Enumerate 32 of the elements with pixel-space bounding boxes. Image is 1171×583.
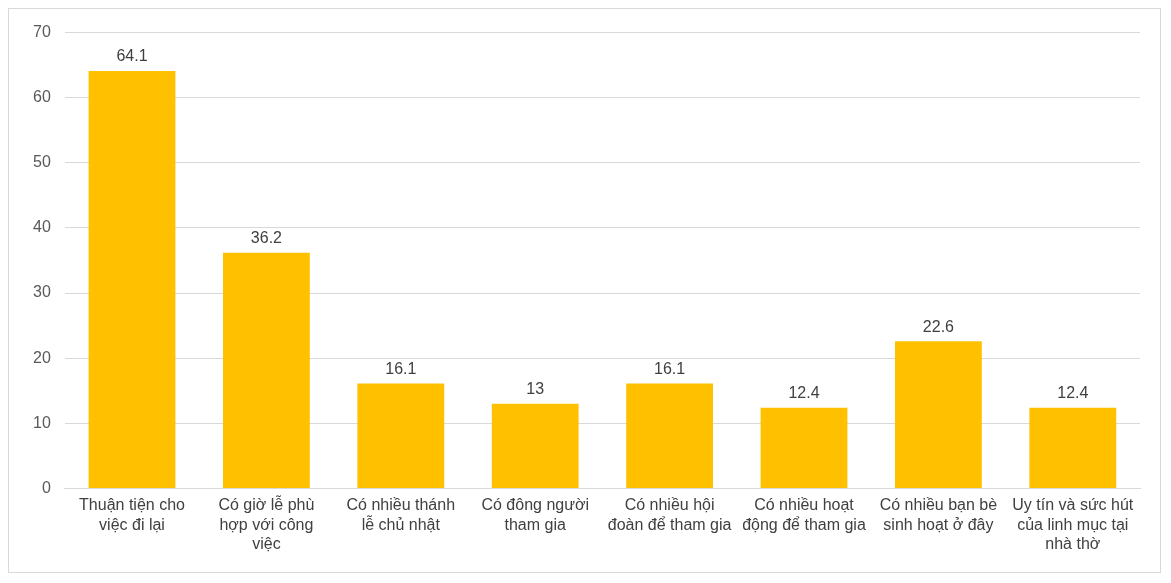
x-tick-label: Có nhiều hoạt động để tham gia: [742, 496, 866, 533]
data-label: 12.4: [788, 384, 820, 402]
y-tick-label: 30: [33, 283, 51, 301]
y-tick-label: 20: [33, 348, 51, 366]
y-tick-label: 10: [33, 413, 51, 431]
bar: [626, 383, 714, 488]
bar: [894, 341, 982, 488]
bar: [760, 407, 848, 488]
data-label: 22.6: [922, 317, 955, 335]
bar: [88, 71, 176, 488]
y-tick-label: 0: [41, 478, 51, 496]
bar: [357, 383, 445, 488]
x-tick-label: Có nhiều thánh lễ chủ nhật: [346, 496, 456, 533]
x-tick-label: Thuận tiện cho việc đi lại: [79, 496, 186, 533]
y-tick-label: 70: [33, 23, 51, 41]
y-tick-label: 60: [33, 88, 51, 106]
x-tick-label: Có nhiều bạn bè sinh hoạt ở đây: [879, 496, 998, 533]
data-label: 13: [526, 380, 545, 398]
data-label: 16.1: [385, 359, 417, 377]
x-tick-label: Có nhiều hội đoàn để tham gia: [607, 496, 732, 533]
data-label: 64.1: [116, 47, 148, 65]
data-label: 16.1: [654, 359, 686, 377]
bar: [1029, 407, 1117, 488]
bar: [222, 252, 310, 488]
data-label: 12.4: [1057, 384, 1089, 402]
bar: [491, 403, 579, 488]
y-tick-label: 50: [33, 153, 51, 171]
y-tick-label: 40: [33, 218, 51, 236]
x-tick-label: Có giờ lễ phù hợp với công việc: [218, 495, 315, 552]
data-label: 36.2: [250, 229, 283, 247]
x-tick-label: Uy tín và sức hút của linh mục tại nhà thờ: [1012, 496, 1134, 552]
x-tick-label: Có đông người tham gia: [481, 496, 589, 533]
